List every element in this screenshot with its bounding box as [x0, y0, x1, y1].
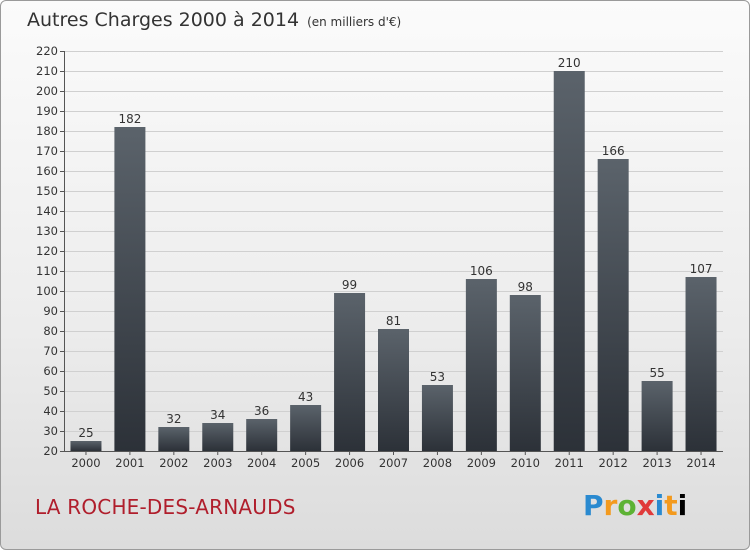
x-tick-label: 2013 [642, 456, 671, 470]
data-label: 55 [649, 366, 664, 380]
y-tick-label: 150 [36, 184, 58, 198]
bar [509, 295, 541, 451]
y-tick-label: 140 [36, 204, 58, 218]
x-tick-label: 2009 [467, 456, 496, 470]
data-label: 99 [342, 278, 357, 292]
x-tick-label: 2006 [335, 456, 364, 470]
bar [465, 279, 497, 451]
x-tick-label: 2001 [115, 456, 144, 470]
y-tick-label: 220 [36, 44, 58, 58]
chart-title: Autres Charges 2000 à 2014 [27, 9, 300, 31]
x-tick-label: 2008 [423, 456, 452, 470]
bar [685, 277, 717, 451]
bar [246, 419, 278, 451]
y-tick-label: 110 [36, 264, 58, 278]
x-tick-label: 2007 [379, 456, 408, 470]
bar [334, 293, 366, 451]
bar [114, 127, 146, 451]
chart-subtitle: (en milliers d'€) [307, 15, 402, 29]
data-label: 32 [166, 412, 181, 426]
x-tick-label: 2000 [71, 456, 100, 470]
bar [290, 405, 322, 451]
data-labels: 25 182 32 34 36 43 99 81 53 106 98 210 166 55 107 [78, 56, 712, 440]
y-tick-label: 100 [36, 284, 58, 298]
data-label: 210 [558, 56, 581, 70]
data-label: 25 [78, 426, 93, 440]
y-tick-label: 200 [36, 84, 58, 98]
bar [421, 385, 453, 451]
y-tick-label: 90 [43, 304, 58, 318]
bar [158, 427, 190, 451]
data-label: 81 [386, 314, 401, 328]
y-tick-label: 180 [36, 124, 58, 138]
x-tick-label: 2014 [686, 456, 715, 470]
commune-name: LA ROCHE-DES-ARNAUDS [35, 495, 296, 519]
y-tick-label: 160 [36, 164, 58, 178]
y-tick-label: 30 [43, 424, 58, 438]
data-label: 36 [254, 404, 269, 418]
proxiti-logo: Proxiti [583, 489, 688, 522]
y-tick-label: 170 [36, 144, 58, 158]
bar [597, 159, 629, 451]
bar [641, 381, 673, 451]
y-tick-label: 20 [43, 444, 58, 458]
y-tick-label: 40 [43, 404, 58, 418]
y-tick-label: 210 [36, 64, 58, 78]
x-tick-label: 2011 [555, 456, 584, 470]
y-tick-label: 120 [36, 244, 58, 258]
data-label: 98 [518, 280, 533, 294]
chart-title-block: Autres Charges 2000 à 2014 (en milliers d… [27, 9, 401, 31]
bar [553, 71, 585, 451]
y-tick-label: 60 [43, 364, 58, 378]
y-tick-label: 80 [43, 324, 58, 338]
y-tick-label: 50 [43, 384, 58, 398]
data-label: 182 [118, 112, 141, 126]
data-label: 34 [210, 408, 225, 422]
y-tick-label: 70 [43, 344, 58, 358]
y-tick-label: 190 [36, 104, 58, 118]
x-tick-label: 2003 [203, 456, 232, 470]
data-label: 106 [470, 264, 493, 278]
x-tick-label: 2010 [511, 456, 540, 470]
bar [70, 441, 102, 451]
y-tick-label: 130 [36, 224, 58, 238]
data-label: 43 [298, 390, 313, 404]
data-label: 53 [430, 370, 445, 384]
bar [378, 329, 409, 451]
bars [70, 71, 717, 451]
data-label: 166 [602, 144, 625, 158]
x-tick-label: 2004 [247, 456, 276, 470]
data-label: 107 [690, 262, 713, 276]
axes: 20 30 40 50 60 70 80 90 100 110 120 130 140 150 160 170… [36, 44, 723, 470]
x-tick-label: 2002 [159, 456, 188, 470]
x-tick-label: 2012 [599, 456, 628, 470]
bar [202, 423, 234, 451]
x-tick-label: 2005 [291, 456, 320, 470]
